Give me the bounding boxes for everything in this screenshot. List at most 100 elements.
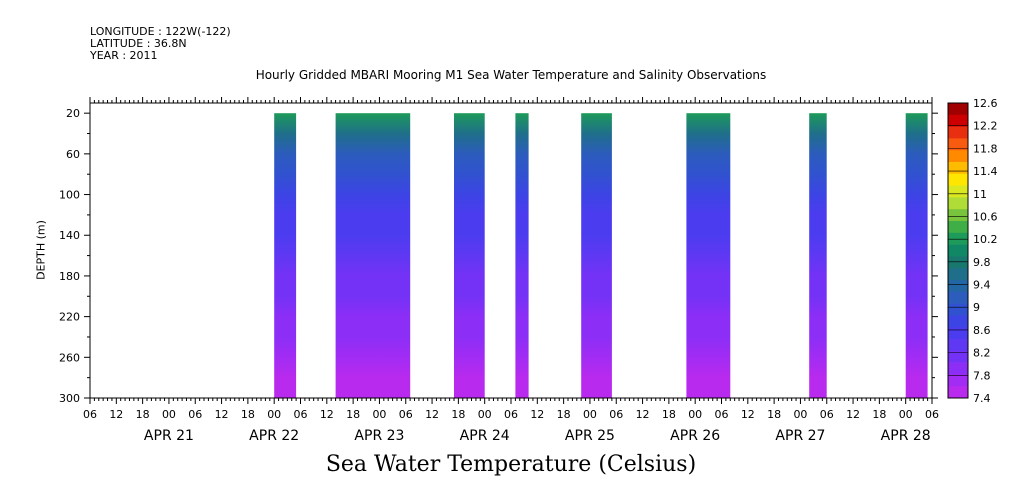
colorbar-level-label: 8.6 <box>973 324 991 337</box>
x-hour-tick-label: 00 <box>793 408 807 421</box>
colorbar-swatch <box>948 268 968 281</box>
x-hour-tick-label: 06 <box>294 408 308 421</box>
colorbar-swatch <box>948 291 968 304</box>
colorbar-level-label: 9 <box>973 301 980 314</box>
x-day-label: APR 22 <box>249 428 299 444</box>
x-hour-tick-label: 12 <box>109 408 123 421</box>
x-hour-tick-label: 00 <box>162 408 176 421</box>
colorbar-swatch <box>948 244 968 257</box>
x-hour-tick-label: 18 <box>451 408 465 421</box>
x-hour-tick-label: 18 <box>136 408 150 421</box>
longitude-label: LONGITUDE : 122W(-122) <box>90 25 231 38</box>
latitude-label: LATITUDE : 36.8N <box>90 37 187 50</box>
x-hour-tick-label: 18 <box>662 408 676 421</box>
x-day-label: APR 26 <box>670 428 720 444</box>
x-day-label: APR 27 <box>775 428 825 444</box>
colorbar-swatch <box>948 197 968 210</box>
x-hour-tick-label: 00 <box>478 408 492 421</box>
colorbar-level-label: 7.4 <box>973 392 991 405</box>
x-hour-tick-label: 06 <box>83 408 97 421</box>
colorbar-level-label: 12.6 <box>973 97 998 110</box>
x-day-label: APR 25 <box>565 428 615 444</box>
y-tick-label: 20 <box>66 107 80 120</box>
year-label: YEAR : 2011 <box>90 49 158 62</box>
colorbar-level-label: 8.2 <box>973 347 991 360</box>
colorbar-swatch <box>948 350 968 363</box>
x-hour-tick-label: 06 <box>188 408 202 421</box>
x-hour-tick-label: 12 <box>425 408 439 421</box>
colorbar-swatch <box>948 374 968 387</box>
y-tick-label: 100 <box>59 189 80 202</box>
colorbar-swatch <box>948 315 968 328</box>
colorbar-swatch <box>948 150 968 163</box>
colorbar-swatch <box>948 362 968 375</box>
x-hour-tick-label: 18 <box>767 408 781 421</box>
colorbar-level-label: 11.4 <box>973 165 998 178</box>
x-hour-tick-label: 06 <box>715 408 729 421</box>
colorbar-swatch <box>948 126 968 139</box>
colorbar-level-label: 11 <box>973 188 987 201</box>
colorbar-swatch <box>948 138 968 151</box>
y-tick-label: 140 <box>59 229 80 242</box>
colorbar-swatch <box>948 327 968 340</box>
x-hour-tick-label: 12 <box>320 408 334 421</box>
x-hour-tick-label: 06 <box>504 408 518 421</box>
data-column-8 <box>905 113 928 398</box>
x-day-label: APR 23 <box>354 428 404 444</box>
x-hour-tick-label: 18 <box>346 408 360 421</box>
colorbar-swatch <box>948 303 968 316</box>
colorbar-swatch <box>948 173 968 186</box>
x-day-label: APR 21 <box>144 428 194 444</box>
colorbar-level-label: 10.6 <box>973 210 998 223</box>
x-hour-tick-label: 00 <box>583 408 597 421</box>
x-hour-tick-label: 18 <box>241 408 255 421</box>
colorbar-level-label: 10.2 <box>973 233 998 246</box>
y-tick-label: 260 <box>59 351 80 364</box>
data-column-7 <box>809 113 827 398</box>
x-hour-tick-label: 12 <box>741 408 755 421</box>
x-hour-tick-label: 18 <box>557 408 571 421</box>
y-tick-label: 300 <box>59 392 80 405</box>
data-column-2 <box>335 113 411 398</box>
x-hour-tick-label: 06 <box>609 408 623 421</box>
x-hour-tick-label: 00 <box>267 408 281 421</box>
data-column-6 <box>686 113 731 398</box>
plot-frame <box>89 102 933 399</box>
x-hour-tick-label: 12 <box>636 408 650 421</box>
colorbar-swatch <box>948 232 968 245</box>
x-day-label: APR 28 <box>881 428 931 444</box>
x-hour-tick-label: 00 <box>372 408 386 421</box>
colorbar-swatch <box>948 114 968 127</box>
chart-title: Hourly Gridded MBARI Mooring M1 Sea Wate… <box>255 68 767 82</box>
colorbar-swatch <box>948 221 968 234</box>
y-tick-label: 60 <box>66 148 80 161</box>
colorbar-swatch <box>948 103 968 116</box>
colorbar-swatch <box>948 256 968 269</box>
data-column-5 <box>581 113 612 398</box>
x-hour-tick-label: 18 <box>872 408 886 421</box>
colorbar-level-label: 7.8 <box>973 369 991 382</box>
data-column-3 <box>454 113 485 398</box>
colorbar-level-label: 9.8 <box>973 256 991 269</box>
x-hour-tick-label: 00 <box>688 408 702 421</box>
colorbar-level-label: 9.4 <box>973 279 991 292</box>
colorbar-swatch <box>948 185 968 198</box>
colorbar-swatch <box>948 339 968 352</box>
data-column-4 <box>515 113 529 398</box>
colorbar-level-label: 12.2 <box>973 120 998 133</box>
colorbar-level-label: 11.8 <box>973 142 998 155</box>
x-hour-tick-label: 12 <box>215 408 229 421</box>
data-column-1 <box>274 113 297 398</box>
x-hour-tick-label: 12 <box>530 408 544 421</box>
x-hour-tick-label: 06 <box>399 408 413 421</box>
colorbar-swatch <box>948 386 968 399</box>
x-axis-title: Sea Water Temperature (Celsius) <box>325 452 697 477</box>
x-day-label: APR 24 <box>460 428 510 444</box>
x-hour-tick-label: 12 <box>846 408 860 421</box>
y-tick-label: 180 <box>59 270 80 283</box>
y-tick-label: 220 <box>59 311 80 324</box>
x-hour-tick-label: 00 <box>899 408 913 421</box>
colorbar-swatch <box>948 209 968 222</box>
colorbar-swatch <box>948 162 968 175</box>
